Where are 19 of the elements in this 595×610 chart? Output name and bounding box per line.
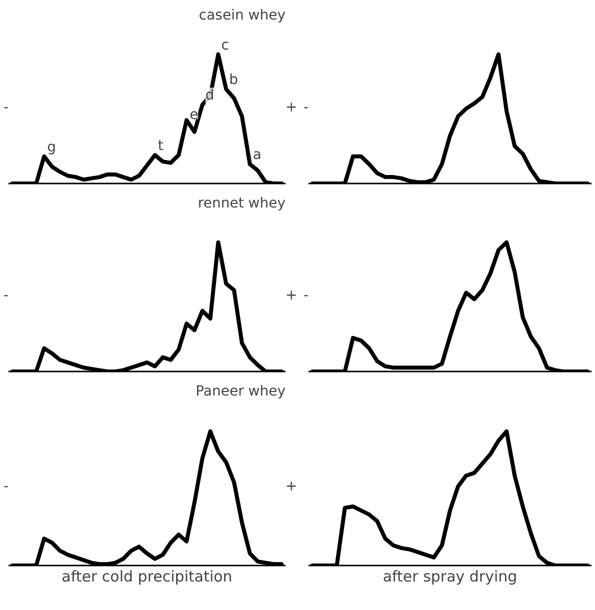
annotation: c [221, 37, 229, 54]
annotation: b [229, 72, 238, 88]
y-axis-title: - [3, 478, 9, 494]
annotation: g [47, 139, 56, 156]
y-axis-title: - [303, 288, 309, 304]
x-axis-title: after spray drying [382, 568, 518, 586]
annotation: t [158, 138, 164, 154]
chart-title: Paneer whey [196, 384, 286, 400]
chart-title: rennet whey [198, 196, 286, 212]
y2-axis-title: + [286, 100, 298, 116]
annotation: a [252, 147, 262, 164]
annotation: e [190, 107, 198, 124]
y-axis-title: - [303, 100, 309, 116]
x-axis-title: after cold precipitation [62, 568, 232, 586]
y-axis-title: - [3, 100, 9, 116]
chart-title: casein whey [198, 8, 286, 24]
y2-axis-title: + [286, 478, 298, 494]
y-axis-title: - [3, 288, 9, 304]
y2-axis-title: + [286, 288, 298, 304]
